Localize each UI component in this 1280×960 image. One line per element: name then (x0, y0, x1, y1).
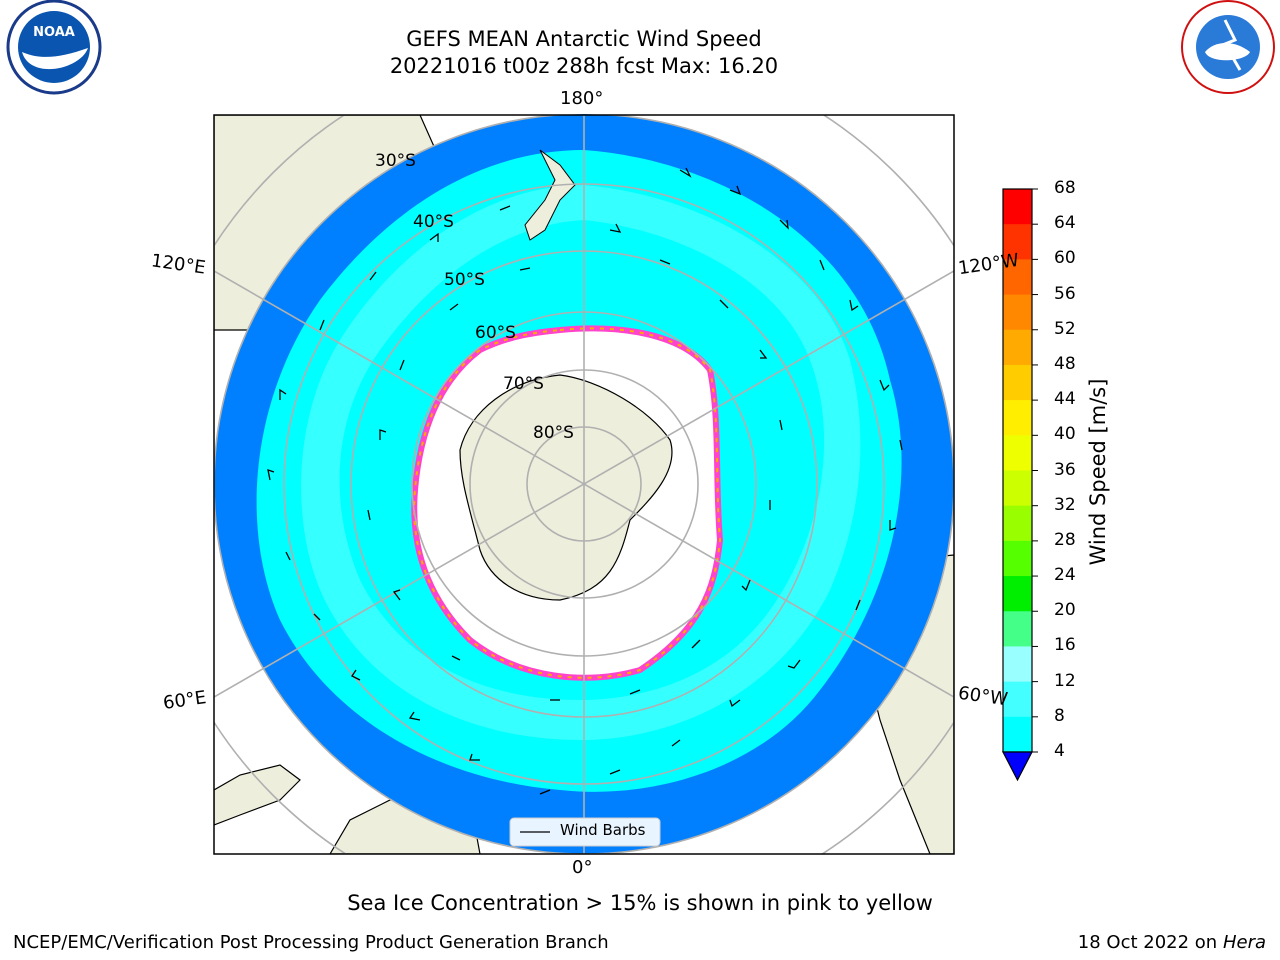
colorbar-tick-label: 64 (1054, 213, 1076, 234)
colorbar (1003, 189, 1032, 753)
colorbar-tick-label: 48 (1054, 353, 1076, 374)
colorbar-tick-label: 16 (1054, 635, 1076, 656)
footer-host: Hera (1222, 932, 1266, 953)
colorbar-label: Wind Speed [m/s] (1086, 378, 1110, 566)
colorbar-tick-label: 20 (1054, 600, 1076, 621)
colorbar-segment (1003, 576, 1032, 612)
map-frame (213, 114, 955, 855)
colorbar-tick-label: 44 (1054, 389, 1076, 410)
colorbar-segment (1003, 364, 1032, 401)
chart-title: GEFS MEAN Antarctic Wind Speed (406, 27, 762, 51)
lat-label: 80°S (533, 423, 574, 443)
colorbar-tick-label: 8 (1054, 705, 1065, 726)
lat-label: 30°S (375, 151, 416, 171)
legend-box (509, 817, 661, 847)
colorbar-segment (1003, 505, 1032, 542)
colorbar-segment (1003, 294, 1032, 331)
graticule (214, 115, 954, 854)
colorbar-tick-label: 32 (1054, 494, 1076, 515)
sea-ice-note: Sea Ice Concentration > 15% is shown in … (347, 891, 933, 915)
noaa-logo-text: NOAA (33, 25, 75, 40)
colorbar-tick-label: 52 (1054, 318, 1076, 339)
colorbar-segment (1003, 470, 1032, 507)
footer-date: 18 Oct 2022 on Hera (1078, 932, 1266, 953)
colorbar-tick-label: 28 (1054, 529, 1076, 550)
noaa-logo: NOAA (6, 0, 102, 95)
colorbar-segment (1003, 329, 1032, 366)
colorbar-tick-label: 36 (1054, 459, 1076, 480)
colorbar-segment (1003, 646, 1032, 683)
colorbar-tick-label: 24 (1054, 565, 1076, 586)
colorbar-tick-label: 60 (1054, 248, 1076, 269)
colorbar-extend (1002, 751, 1033, 782)
lon-label-180: 180° (560, 88, 604, 109)
colorbar-segment (1003, 611, 1032, 647)
colorbar-tick-label: 40 (1054, 424, 1076, 445)
colorbar-tick-label: 56 (1054, 283, 1076, 304)
colorbar-segment (1003, 435, 1032, 471)
colorbar-segment (1003, 716, 1032, 753)
lat-label: 40°S (413, 212, 454, 232)
colorbar-segment (1003, 400, 1032, 436)
lat-label: 70°S (503, 374, 544, 394)
lat-label: 50°S (444, 270, 485, 290)
chart-subtitle: 20221016 t00z 288h fcst Max: 16.20 (389, 54, 779, 78)
colorbar-segment (1003, 540, 1032, 577)
lat-label: 60°S (475, 323, 516, 343)
colorbar-segment (1003, 259, 1032, 296)
wind-barbs (267, 167, 903, 795)
colorbar-tick-label: 12 (1054, 670, 1076, 691)
colorbar-segment (1003, 224, 1032, 260)
colorbar-segment (1003, 681, 1032, 718)
footer-date-text: 18 Oct 2022 on (1077, 932, 1218, 953)
colorbar-tick-label: 4 (1054, 741, 1065, 761)
nws-logo (1181, 0, 1275, 94)
colorbar-segment (1003, 189, 1032, 225)
legend-label: Wind Barbs (560, 821, 646, 839)
colorbar-tick-label: 68 (1054, 178, 1076, 198)
lon-label-0: 0° (572, 857, 593, 878)
footer-credit: NCEP/EMC/Verification Post Processing Pr… (13, 932, 609, 953)
